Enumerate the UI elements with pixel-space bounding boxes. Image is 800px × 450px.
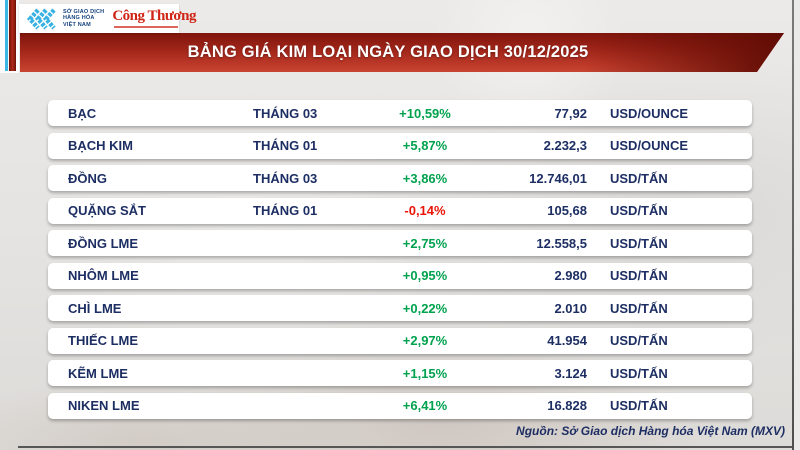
price-value: 16.828 [547, 398, 587, 413]
contract-month: THÁNG 01 [253, 203, 318, 218]
table-row: BẠCH KIM THÁNG 01 +5,87% 2.232,3 USD/OUN… [48, 132, 752, 159]
table-row: NIKEN LME +6,41% 16.828 USD/TẤN [48, 392, 752, 419]
contract-month: THÁNG 03 [253, 170, 318, 186]
congthuong-logo-underline [114, 26, 179, 28]
percent-change: +3,86% [402, 170, 448, 186]
price-value: 3.124 [554, 365, 587, 381]
title-banner: BẢNG GIÁ KIM LOẠI NGÀY GIAO DỊCH 30/12/2… [20, 33, 784, 72]
table-row: ĐỒNG LME +2,75% 12.558,5 USD/TẤN [48, 230, 752, 256]
commodity-name: BẠC [68, 105, 97, 121]
percent-change: +5,87% [402, 138, 448, 153]
price-unit: USD/OUNCE [610, 138, 689, 153]
right-margin [794, 0, 800, 450]
price-value: 12.558,5 [536, 235, 587, 251]
table-row: KẼM LME +1,15% 3.124 USD/TẤN [48, 360, 752, 386]
commodity-name: NHÔM LME [68, 268, 139, 283]
table-row: BẠC THÁNG 03 +10,59% 77,92 USD/OUNCE [48, 100, 752, 126]
percent-change: +6,41% [402, 398, 448, 413]
percent-change: +0,95% [402, 268, 448, 283]
percent-change: +1,15% [402, 365, 448, 381]
mxv-chevrons-icon [25, 8, 59, 30]
table-row: THIẾC LME +2,97% 41.954 USD/TẤN [48, 327, 752, 354]
right-edge-line [792, 0, 794, 450]
commodity-name: CHÌ LME [68, 300, 122, 316]
price-unit: USD/TẤN [610, 203, 668, 218]
congthuong-logo: Công Thương [112, 9, 196, 28]
price-unit: USD/TẤN [610, 268, 668, 283]
mxv-logo-text: SỞ GIAO DỊCH HÀNG HÓA VIỆT NAM [63, 8, 105, 28]
commodity-name: ĐỒNG [68, 170, 107, 186]
percent-change: +2,97% [402, 333, 448, 348]
commodity-name: KẼM LME [68, 365, 128, 381]
percent-change: +0,22% [402, 300, 448, 316]
contract-month: THÁNG 01 [253, 138, 318, 153]
bottom-edge-line [18, 446, 792, 448]
price-unit: USD/TẤN [610, 333, 668, 348]
price-value: 2.980 [554, 268, 587, 283]
price-unit: USD/TẤN [610, 300, 668, 316]
price-unit: USD/TẤN [610, 170, 668, 186]
commodity-name: BẠCH KIM [68, 138, 133, 153]
commodity-name: ĐỒNG LME [68, 235, 139, 251]
price-value: 105,68 [547, 203, 587, 218]
price-value: 41.954 [547, 333, 587, 348]
commodity-name: QUẶNG SẮT [68, 203, 146, 218]
price-unit: USD/OUNCE [610, 105, 689, 121]
left-accent-stripe-cyan [5, 0, 8, 71]
price-value: 2.010 [554, 300, 587, 316]
price-unit: USD/TẤN [610, 398, 668, 413]
commodity-name: THIẾC LME [68, 333, 139, 348]
percent-change: +2,75% [402, 235, 448, 251]
table-row: NHÔM LME +0,95% 2.980 USD/TẤN [48, 262, 752, 289]
price-value: 2.232,3 [543, 138, 587, 153]
logo-bar: SỞ GIAO DỊCH HÀNG HÓA VIỆT NAM Công Thươ… [19, 4, 196, 33]
percent-change: -0,14% [404, 203, 446, 218]
table-row: QUẶNG SẮT THÁNG 01 -0,14% 105,68 USD/TẤN [48, 197, 752, 224]
source-credit: Nguồn: Sở Giao dịch Hàng hóa Việt Nam (M… [516, 424, 785, 438]
price-value: 77,92 [554, 105, 587, 121]
table-row: CHÌ LME +0,22% 2.010 USD/TẤN [48, 295, 752, 321]
contract-month: THÁNG 03 [253, 105, 318, 121]
price-unit: USD/TẤN [610, 365, 668, 381]
left-accent-stripe-red [9, 0, 16, 71]
percent-change: +10,59% [399, 105, 451, 121]
table-row: ĐỒNG THÁNG 03 +3,86% 12.746,01 USD/TẤN [48, 165, 752, 191]
commodity-name: NIKEN LME [68, 398, 140, 413]
price-value: 12.746,01 [529, 170, 587, 186]
page-title: BẢNG GIÁ KIM LOẠI NGÀY GIAO DỊCH 30/12/2… [187, 43, 589, 61]
price-table: BẠC THÁNG 03 +10,59% 77,92 USD/OUNCE BẠC… [48, 100, 752, 419]
price-unit: USD/TẤN [610, 235, 668, 251]
